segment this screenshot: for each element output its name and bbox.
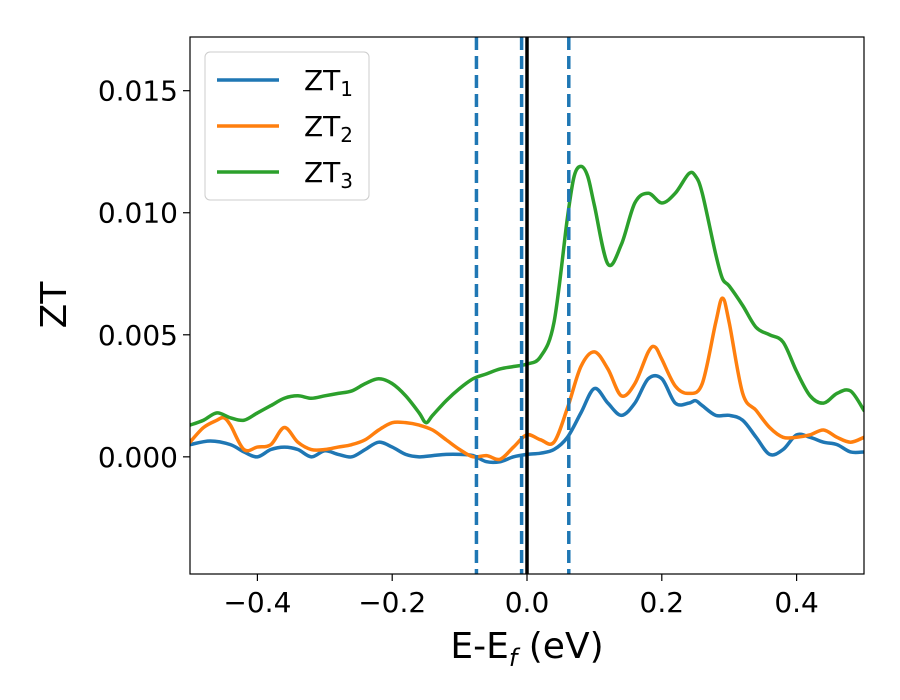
x-tick-label: −0.4 (223, 586, 291, 619)
legend-label-zt1: ZT1 (304, 64, 353, 101)
tick-layer: −0.4 −0.2 0.0 0.2 0.4 0.000 0.005 0.010 0.015 (98, 75, 819, 619)
legend: ZT1 ZT2 ZT3 (204, 51, 370, 201)
series-line-zt2 (190, 296, 864, 462)
x-tick-label: −0.2 (358, 586, 426, 619)
series-line-zt3 (190, 164, 864, 427)
vline-layer (474, 37, 571, 574)
x-tick-label: 0.4 (774, 586, 819, 619)
y-tick-label: 0.000 (98, 441, 178, 474)
x-tick-label: 0.2 (640, 586, 685, 619)
x-tick-label: 0.0 (505, 586, 550, 619)
y-tick-label: 0.010 (98, 197, 178, 230)
x-axis-title-unit: (eV) (517, 626, 603, 667)
x-axis-title-main: E-E (450, 626, 508, 667)
series-layer (190, 164, 864, 465)
legend-box (204, 51, 370, 201)
y-axis-title: ZT (34, 281, 75, 329)
legend-label-zt3: ZT3 (304, 156, 353, 193)
plot-area (190, 37, 864, 574)
series-line-zt1 (190, 373, 864, 465)
y-tick-label: 0.015 (98, 75, 178, 108)
x-axis-title: E-Ef (eV) (450, 626, 603, 672)
legend-label-zt2: ZT2 (304, 110, 353, 147)
y-tick-label: 0.005 (98, 319, 178, 352)
